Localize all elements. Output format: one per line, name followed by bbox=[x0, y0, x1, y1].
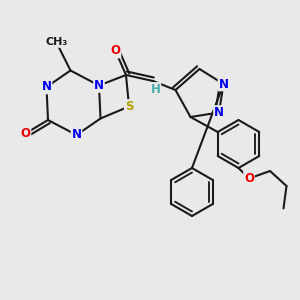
Text: N: N bbox=[214, 106, 224, 119]
Text: N: N bbox=[41, 80, 52, 94]
Text: H: H bbox=[151, 83, 160, 96]
Text: O: O bbox=[110, 44, 121, 58]
Text: S: S bbox=[125, 100, 133, 113]
Text: N: N bbox=[71, 128, 82, 142]
Text: N: N bbox=[94, 79, 104, 92]
Text: CH₃: CH₃ bbox=[46, 37, 68, 47]
Text: N: N bbox=[218, 77, 229, 91]
Text: O: O bbox=[20, 127, 31, 140]
Text: O: O bbox=[244, 172, 254, 185]
